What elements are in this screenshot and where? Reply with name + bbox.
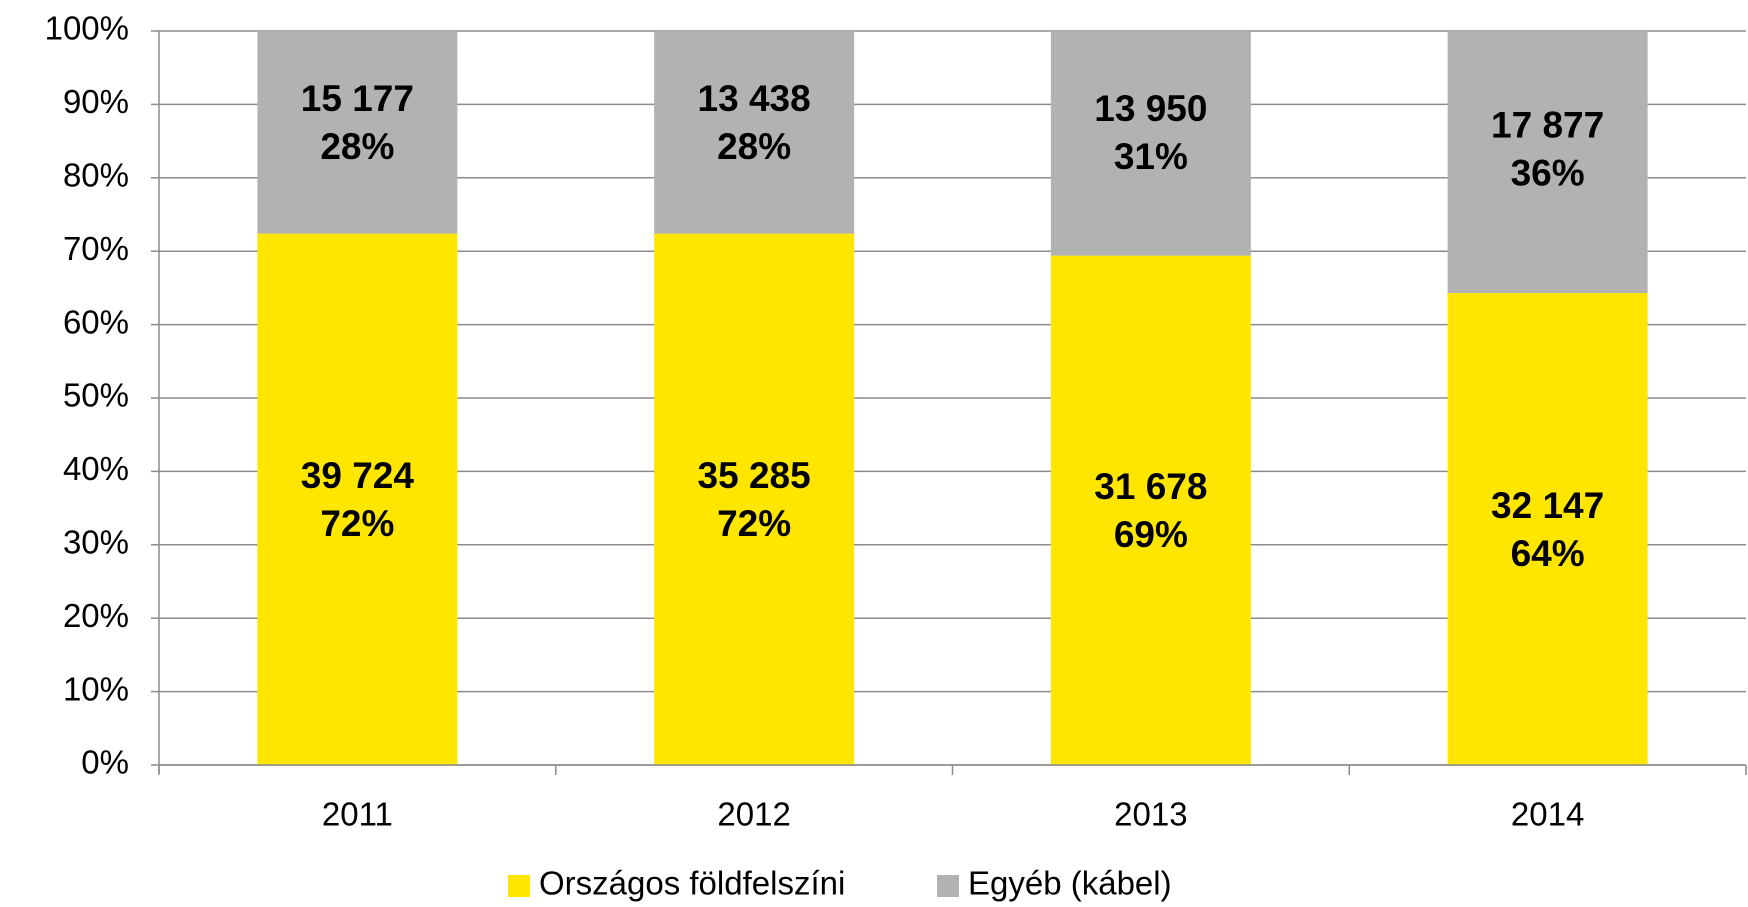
data-label-percent: 69% xyxy=(1114,514,1188,555)
bar-segment xyxy=(1050,31,1251,256)
bar-segment xyxy=(1050,255,1251,765)
bar-segment xyxy=(257,233,458,766)
y-tick-label: 0% xyxy=(81,744,129,781)
bar-segment xyxy=(1447,31,1648,294)
data-label-count: 31 678 xyxy=(1094,466,1207,507)
data-label-count: 13 950 xyxy=(1094,88,1207,129)
bar-segment xyxy=(654,233,855,766)
data-label-percent: 28% xyxy=(320,126,394,167)
data-label-percent: 64% xyxy=(1511,533,1585,574)
y-tick-label: 100% xyxy=(45,10,129,47)
y-tick-label: 40% xyxy=(63,450,129,487)
legend-label: Egyéb (kábel) xyxy=(968,865,1172,902)
data-label-count: 35 285 xyxy=(698,455,811,496)
data-label-count: 15 177 xyxy=(301,78,414,119)
y-tick-label: 20% xyxy=(63,597,129,634)
data-label-count: 39 724 xyxy=(301,455,415,496)
y-tick-label: 60% xyxy=(63,303,129,340)
legend-label: Országos földfelszíni xyxy=(539,865,845,902)
x-tick-label: 2014 xyxy=(1511,796,1584,833)
data-label-count: 32 147 xyxy=(1491,485,1604,526)
data-label-count: 17 877 xyxy=(1491,105,1604,146)
y-tick-label: 80% xyxy=(63,157,129,194)
y-tick-label: 10% xyxy=(63,670,129,707)
bar-segment xyxy=(257,31,458,234)
y-tick-label: 90% xyxy=(63,83,129,120)
data-label-percent: 36% xyxy=(1511,153,1585,194)
y-tick-label: 70% xyxy=(63,230,129,267)
legend-swatch xyxy=(508,875,530,897)
y-tick-label: 30% xyxy=(63,524,129,561)
data-label-percent: 28% xyxy=(717,126,791,167)
data-label-count: 13 438 xyxy=(698,78,811,119)
data-label-percent: 31% xyxy=(1114,136,1188,177)
x-tick-label: 2011 xyxy=(322,796,393,833)
x-tick-label: 2012 xyxy=(717,796,790,833)
data-label-percent: 72% xyxy=(717,503,791,544)
legend-swatch xyxy=(937,875,959,897)
y-tick-label: 50% xyxy=(63,377,129,414)
bar-segment xyxy=(1447,293,1648,765)
x-tick-label: 2013 xyxy=(1114,796,1187,833)
data-label-percent: 72% xyxy=(320,503,394,544)
bar-segment xyxy=(654,31,855,234)
